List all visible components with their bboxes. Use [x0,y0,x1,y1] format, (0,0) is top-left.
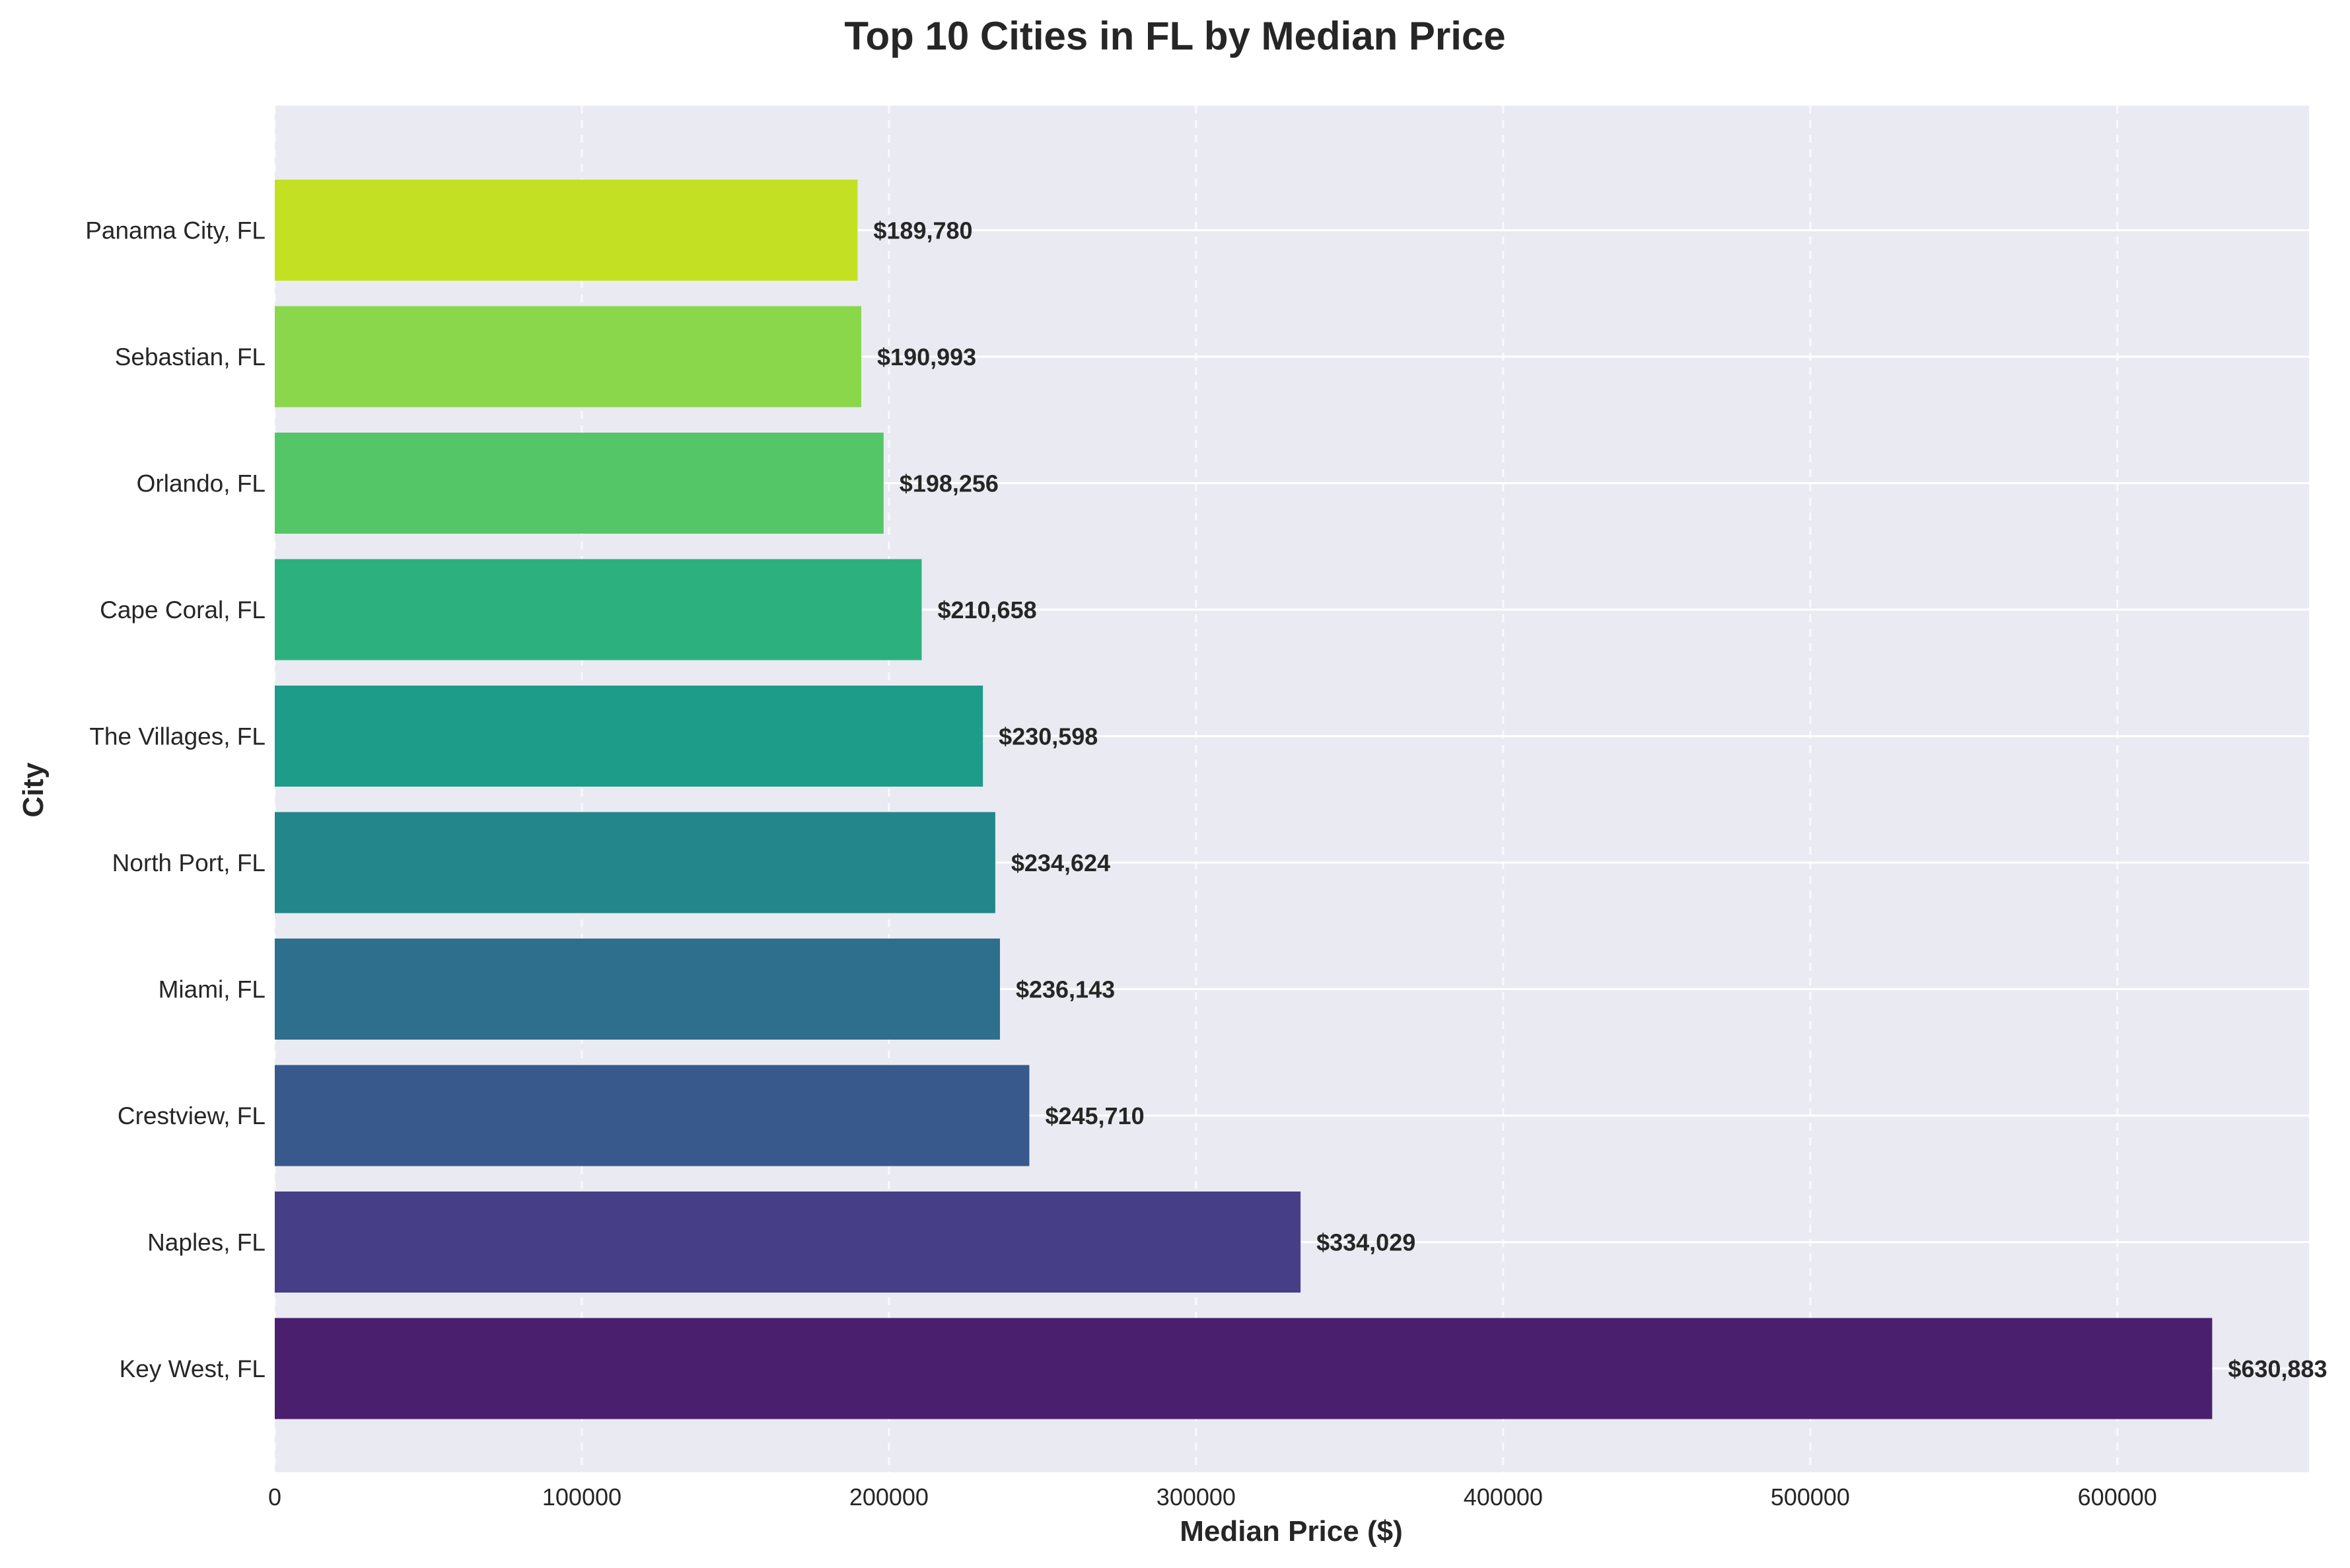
y-tick-label: Key West, FL [120,1355,266,1382]
y-tick-label: Orlando, FL [137,470,266,497]
y-axis-tick-labels: Key West, FL Naples, FL Crestview, FL Miami… [85,217,266,1383]
y-axis-label: City [17,762,50,818]
bar [275,812,995,913]
y-tick-label: Sebastian, FL [115,343,266,371]
x-axis-tick-labels: 0 100000 200000 300000 400000 500000 600000 [268,1483,2157,1511]
bar [275,686,983,787]
y-tick-label: Crestview, FL [118,1102,266,1129]
bar-value-label: $630,883 [2228,1355,2327,1382]
x-tick-label: 400000 [1464,1483,1543,1511]
bar-value-label: $236,143 [1016,976,1115,1003]
x-tick-label: 600000 [2078,1483,2157,1511]
bar-value-label: $198,256 [900,470,999,497]
bar [275,180,858,281]
bar-value-label: $234,624 [1011,849,1110,876]
x-tick-label: 300000 [1157,1483,1236,1511]
bar-value-label: $189,780 [873,217,972,244]
bar [275,1192,1301,1293]
bars [275,180,2213,1419]
y-tick-label: Miami, FL [159,976,266,1003]
bar [275,306,862,408]
x-tick-label: 100000 [542,1483,622,1511]
x-axis-label: Median Price ($) [1180,1515,1402,1548]
bar-value-label: $230,598 [999,723,1098,750]
y-tick-label: North Port, FL [112,849,266,876]
bar-value-label: $190,993 [877,343,976,371]
bar-value-label: $245,710 [1045,1102,1144,1129]
y-tick-label: The Villages, FL [89,723,266,750]
bar [275,433,884,534]
y-tick-label: Cape Coral, FL [100,596,266,624]
y-tick-label: Panama City, FL [85,217,266,244]
bar-value-label: $334,029 [1316,1229,1415,1256]
bar-value-label: $210,658 [937,596,1036,624]
bar [275,1065,1030,1166]
y-tick-label: Naples, FL [147,1229,266,1256]
value-labels: $630,883 $334,029 $245,710 $236,143 $234,624… [873,217,2327,1383]
chart-title: Top 10 Cities in FL by Median Price [844,14,1505,58]
bar [275,939,1000,1040]
bar [275,559,922,660]
x-tick-label: 0 [268,1483,281,1511]
x-tick-label: 500000 [1771,1483,1850,1511]
x-tick-label: 200000 [849,1483,929,1511]
bar [275,1318,2213,1419]
